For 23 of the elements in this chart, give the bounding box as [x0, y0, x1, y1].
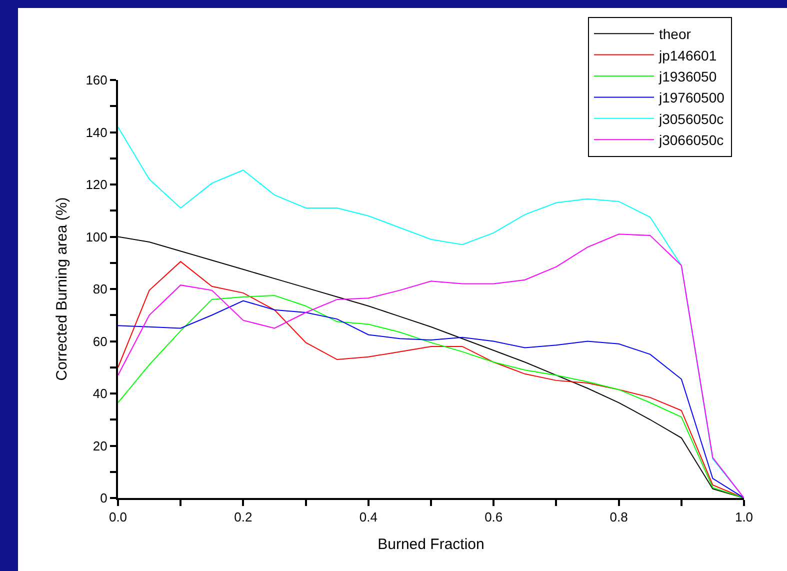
x-tick-label: 0.0 [108, 510, 128, 525]
y-tick-label: 140 [86, 124, 108, 140]
y-tick-label: 100 [86, 229, 108, 244]
legend-label: jp146601 [658, 47, 717, 64]
y-tick-label: 40 [92, 386, 108, 402]
legend-label: theor [659, 26, 692, 42]
y-tick-label: 160 [86, 72, 108, 88]
legend-label: j3066050c [658, 132, 724, 148]
y-tick-label: 120 [86, 177, 108, 192]
legend-label: j19760500 [658, 90, 725, 106]
legend-label: j3056050c [658, 110, 724, 127]
x-tick-label: 0.2 [234, 510, 252, 525]
y-tick-label: 20 [92, 438, 108, 454]
x-tick-label: 0.6 [484, 510, 503, 525]
x-tick-label: 0.4 [359, 510, 378, 525]
y-tick-label: 80 [92, 282, 108, 297]
x-tick-label: 1.0 [734, 510, 754, 525]
legend-label: j1936050 [658, 68, 717, 84]
y-tick-label: 60 [92, 334, 108, 349]
x-axis-title: Burned Fraction [378, 536, 484, 554]
y-axis-title: Corrected Burning area (%) [53, 197, 70, 381]
y-tick-label: 0 [100, 490, 108, 506]
x-tick-label: 0.8 [610, 510, 628, 525]
